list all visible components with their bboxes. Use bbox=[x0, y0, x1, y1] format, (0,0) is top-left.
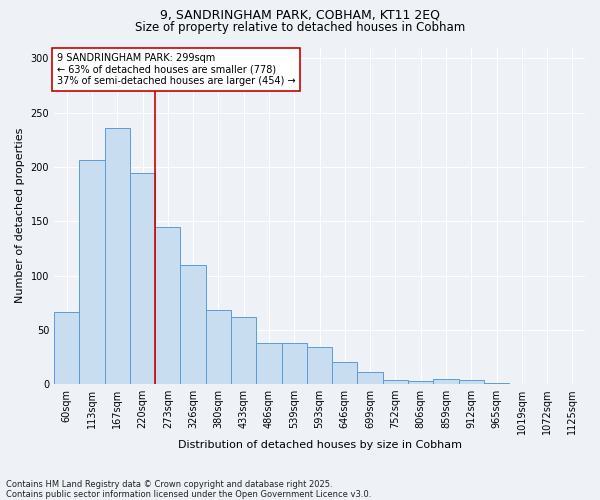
Text: Size of property relative to detached houses in Cobham: Size of property relative to detached ho… bbox=[135, 21, 465, 34]
Bar bbox=[181, 264, 206, 384]
Text: Contains HM Land Registry data © Crown copyright and database right 2025.
Contai: Contains HM Land Registry data © Crown c… bbox=[6, 480, 371, 499]
Y-axis label: Number of detached properties: Number of detached properties bbox=[15, 128, 25, 304]
Bar bbox=[104, 128, 130, 384]
Text: 9, SANDRINGHAM PARK, COBHAM, KT11 2EQ: 9, SANDRINGHAM PARK, COBHAM, KT11 2EQ bbox=[160, 8, 440, 21]
Bar bbox=[281, 343, 307, 384]
Bar bbox=[408, 381, 433, 384]
Bar bbox=[206, 310, 231, 384]
Bar bbox=[130, 174, 155, 384]
X-axis label: Distribution of detached houses by size in Cobham: Distribution of detached houses by size … bbox=[178, 440, 461, 450]
Bar bbox=[358, 372, 383, 384]
Bar bbox=[54, 312, 79, 384]
Bar bbox=[307, 347, 332, 384]
Text: 9 SANDRINGHAM PARK: 299sqm
← 63% of detached houses are smaller (778)
37% of sem: 9 SANDRINGHAM PARK: 299sqm ← 63% of deta… bbox=[56, 52, 295, 86]
Bar bbox=[433, 378, 458, 384]
Bar bbox=[458, 380, 484, 384]
Bar bbox=[155, 226, 181, 384]
Bar bbox=[231, 317, 256, 384]
Bar bbox=[484, 383, 509, 384]
Bar bbox=[256, 343, 281, 384]
Bar bbox=[332, 362, 358, 384]
Bar bbox=[79, 160, 104, 384]
Bar bbox=[383, 380, 408, 384]
